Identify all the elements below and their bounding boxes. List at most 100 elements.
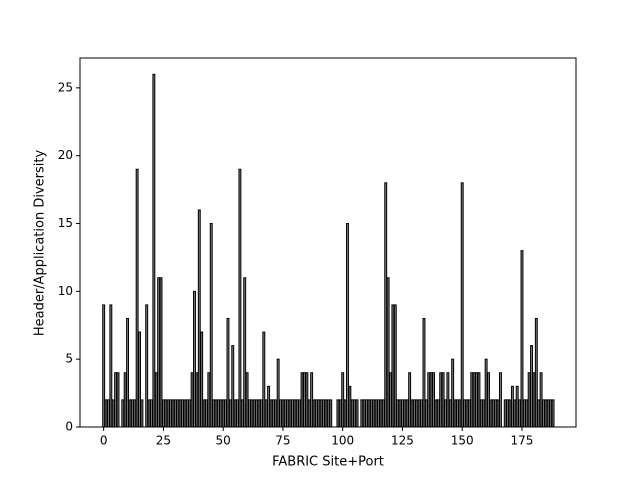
bar (415, 399, 419, 428)
bar (238, 168, 242, 428)
y-tick-label: 25 (58, 80, 73, 94)
bar (329, 399, 333, 428)
bar (190, 372, 194, 428)
x-tick-label: 125 (391, 434, 414, 448)
y-tick-label: 5 (65, 352, 73, 366)
bar (403, 399, 407, 428)
bar (410, 399, 414, 428)
bar (157, 277, 161, 428)
bar (221, 399, 225, 428)
bar (286, 399, 290, 428)
bar (300, 372, 304, 428)
bar (451, 358, 455, 428)
bar (510, 385, 514, 428)
bar (458, 399, 462, 428)
bar (102, 304, 106, 428)
bar (298, 399, 302, 428)
bar (534, 317, 538, 428)
bar (293, 399, 297, 428)
y-tick-label: 20 (58, 148, 73, 162)
bar (551, 399, 555, 428)
bar (494, 399, 498, 428)
bar (274, 399, 278, 428)
bar (412, 399, 416, 428)
bar (436, 399, 440, 428)
bar (231, 345, 235, 428)
bar (381, 399, 385, 428)
bar (248, 399, 251, 428)
bar (343, 399, 347, 428)
bar (420, 399, 424, 428)
bar (353, 399, 357, 428)
bar (176, 399, 180, 428)
bar (479, 399, 483, 428)
bar (126, 317, 130, 428)
bar (226, 317, 230, 428)
bar (147, 399, 151, 428)
bar (135, 168, 139, 428)
x-tick-label: 75 (275, 434, 290, 448)
bar (475, 372, 479, 428)
bar (185, 399, 189, 428)
bar (429, 372, 433, 428)
bar (183, 399, 187, 428)
bar (496, 399, 500, 428)
bar (262, 331, 266, 428)
bar (197, 209, 201, 428)
x-tick-label: 150 (451, 434, 474, 448)
bar (161, 399, 165, 428)
bar (499, 372, 502, 428)
x-tick-label: 0 (100, 434, 108, 448)
bar (228, 399, 232, 428)
y-tick-label: 0 (65, 420, 73, 434)
bar (200, 331, 204, 428)
bar (305, 372, 309, 428)
bar (106, 399, 110, 428)
bar (520, 250, 524, 428)
x-tick-label: 175 (511, 434, 534, 448)
bar (434, 399, 438, 428)
bar (310, 372, 314, 428)
bar (166, 399, 170, 428)
bar (384, 182, 388, 428)
bar (140, 399, 144, 428)
bar (393, 304, 397, 428)
bar (439, 372, 443, 428)
bar (128, 399, 132, 428)
bar (336, 399, 340, 428)
bar (396, 399, 400, 428)
bar (379, 399, 383, 428)
bar (314, 399, 318, 428)
bar (133, 399, 137, 428)
bar (472, 372, 476, 428)
bar (401, 399, 404, 428)
bar (283, 399, 287, 428)
bar (257, 399, 261, 428)
bar (549, 399, 553, 428)
bar (130, 399, 134, 428)
bar (240, 399, 244, 428)
bar (236, 399, 239, 428)
bar (484, 358, 488, 428)
bar (138, 331, 141, 428)
bar (391, 304, 395, 428)
bar (506, 399, 510, 428)
bar (515, 385, 519, 428)
bar (463, 399, 467, 428)
y-tick-label: 15 (58, 216, 73, 230)
bar (233, 399, 237, 428)
bar (255, 399, 259, 428)
bar (369, 399, 373, 428)
bar (317, 399, 321, 428)
bar (169, 399, 173, 428)
bar (491, 399, 495, 428)
bar (346, 223, 349, 428)
y-tick-label: 10 (58, 284, 73, 298)
bar (348, 385, 352, 428)
bar (487, 372, 490, 428)
bar (150, 399, 153, 428)
bar (243, 277, 247, 428)
bar (324, 399, 328, 428)
bar (109, 304, 113, 428)
